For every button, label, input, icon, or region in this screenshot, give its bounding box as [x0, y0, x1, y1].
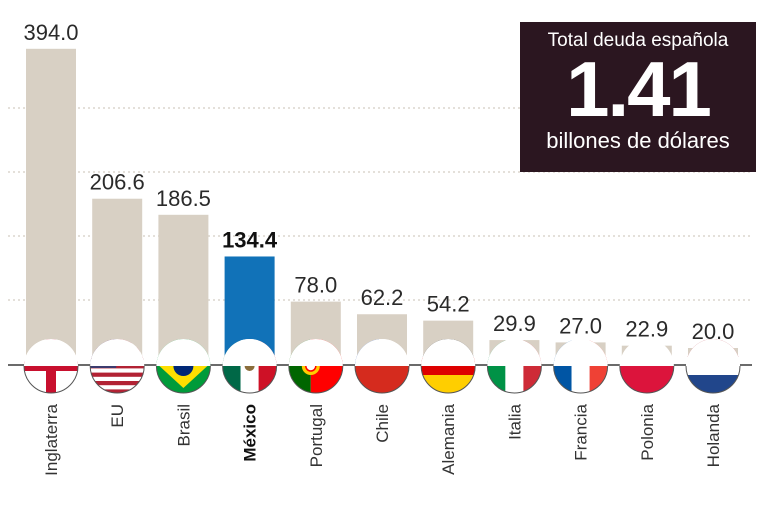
italy-flag-icon	[486, 339, 542, 394]
category-label-portugal: Portugal	[307, 404, 326, 467]
england-flag-icon	[23, 339, 79, 394]
bar-eu	[92, 198, 143, 364]
category-label-inglaterra: Inglaterra	[42, 403, 61, 475]
value-label-francia: 27.0	[559, 313, 602, 338]
category-label-mexico: México	[241, 404, 260, 462]
labels: 394.0 Inglaterra 206.6 EU 186.5 Brasil 134.4 Mé…	[23, 20, 734, 476]
value-label-inglaterra: 394.0	[23, 20, 78, 45]
value-label-brasil: 186.5	[156, 186, 211, 211]
mexico-flag-icon	[222, 339, 278, 394]
category-label-chile: Chile	[373, 404, 392, 443]
bar-inglaterra	[26, 48, 76, 365]
value-label-eu: 206.6	[90, 170, 145, 195]
value-label-portugal: 78.0	[294, 273, 337, 298]
category-label-alemania: Alemania	[439, 403, 458, 474]
value-label-holanda: 20.0	[692, 319, 735, 344]
value-label-italia: 29.9	[493, 311, 536, 336]
germany-flag-icon	[420, 339, 476, 394]
value-label-chile: 62.2	[361, 285, 404, 310]
netherlands-flag-icon	[685, 339, 741, 394]
flags	[23, 339, 741, 394]
value-label-alemania: 54.2	[427, 292, 470, 317]
total-debt-value: 1.41	[566, 45, 712, 133]
total-debt-unit: billones de dólares	[546, 128, 730, 153]
category-label-holanda: Holanda	[704, 403, 723, 467]
value-label-mexico: 134.4	[222, 227, 278, 252]
category-label-polonia: Polonia	[638, 403, 657, 460]
total-debt-title: Total deuda española	[547, 30, 729, 51]
total-debt-box: Total deuda española 1.41 billones de dó…	[520, 22, 756, 172]
category-label-francia: Francia	[572, 403, 591, 460]
category-label-brasil: Brasil	[174, 404, 193, 447]
category-label-italia: Italia	[505, 403, 524, 439]
category-label-eu: EU	[108, 404, 127, 428]
value-label-polonia: 22.9	[625, 317, 668, 342]
